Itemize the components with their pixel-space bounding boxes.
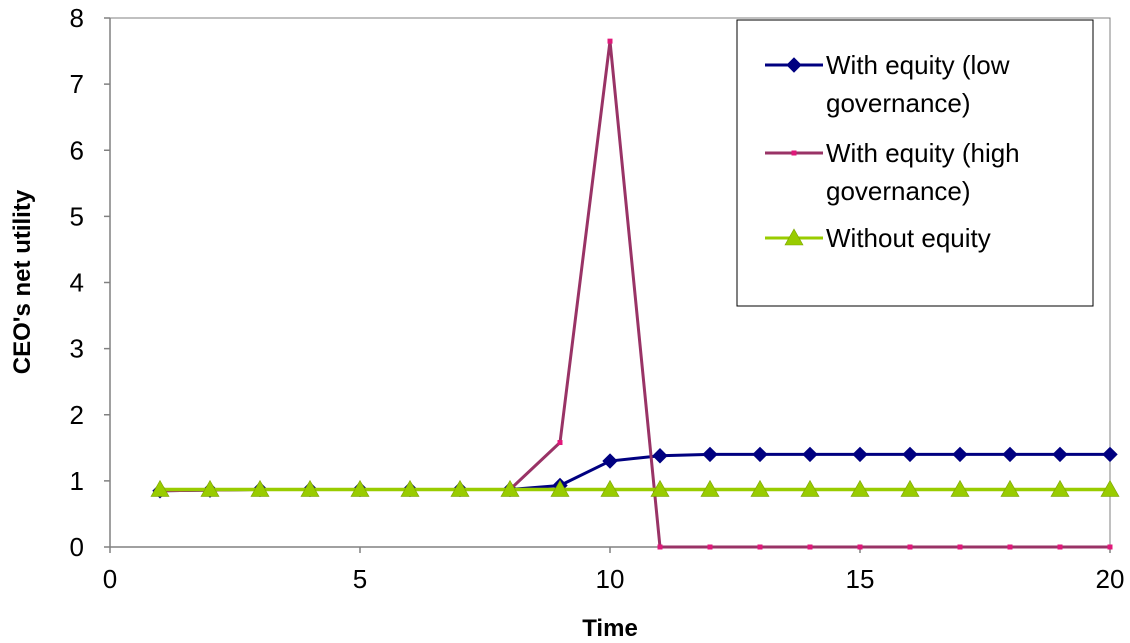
data-point (1050, 479, 1070, 497)
legend-label: governance) (826, 176, 971, 206)
x-tick-label: 0 (103, 564, 117, 594)
data-point (950, 479, 970, 497)
y-axis-title: CEO's net utility (9, 189, 36, 374)
data-point (200, 479, 220, 497)
data-point (850, 479, 870, 497)
data-point (557, 440, 563, 446)
data-point (700, 479, 720, 497)
x-tick-label: 20 (1096, 564, 1125, 594)
data-point (600, 479, 620, 497)
data-point (750, 479, 770, 497)
data-point (350, 479, 370, 497)
data-point (707, 544, 713, 550)
legend-label: governance) (826, 88, 971, 118)
data-point (650, 479, 670, 497)
y-tick-label: 3 (70, 334, 84, 364)
data-point (1002, 446, 1018, 463)
data-point (250, 479, 270, 497)
data-point (657, 544, 663, 550)
y-tick-label: 0 (70, 532, 84, 562)
data-point (757, 544, 763, 550)
tick-labels: 0 1 2 3 4 5 6 7 8 0 5 10 15 20 (70, 3, 1125, 594)
data-point (952, 446, 968, 463)
data-point (1007, 544, 1013, 550)
data-point (1052, 446, 1068, 463)
series-3 (150, 479, 1120, 497)
data-point (400, 479, 420, 497)
legend-swatch-marker (791, 150, 797, 156)
data-point (1100, 479, 1120, 497)
y-tick-label: 1 (70, 466, 84, 496)
y-tick-label: 2 (70, 400, 84, 430)
data-point (300, 479, 320, 497)
legend-label: Without equity (826, 223, 991, 253)
legend-swatch-marker (784, 228, 804, 246)
y-tick-label: 8 (70, 3, 84, 33)
series-layer (150, 38, 1120, 550)
data-point (1102, 446, 1118, 463)
data-point (652, 448, 668, 464)
data-point (857, 544, 863, 550)
legend-label: With equity (high (826, 138, 1020, 168)
x-tick-label: 10 (596, 564, 625, 594)
data-point (1107, 544, 1113, 550)
data-point (902, 446, 918, 463)
data-point (607, 38, 613, 44)
legend: With equity (low governance) With equity (… (736, 19, 1094, 307)
data-point (702, 446, 718, 463)
y-tick-label: 4 (70, 268, 84, 298)
data-point (752, 446, 768, 463)
data-point (1057, 544, 1063, 550)
data-point (150, 479, 170, 497)
legend-label: With equity (low (826, 50, 1010, 80)
x-axis-title: Time (582, 615, 638, 642)
data-point (602, 453, 618, 469)
x-tick-label: 5 (353, 564, 367, 594)
data-point (450, 479, 470, 497)
data-point (500, 479, 520, 497)
data-point (852, 446, 868, 463)
y-tick-label: 6 (70, 135, 84, 165)
data-point (900, 479, 920, 497)
data-point (807, 544, 813, 550)
y-tick-label: 7 (70, 69, 84, 99)
y-tick-label: 5 (70, 201, 84, 231)
data-point (550, 479, 570, 497)
data-point (1000, 479, 1020, 497)
x-tick-label: 15 (846, 564, 875, 594)
data-point (957, 544, 963, 550)
data-point (907, 544, 913, 550)
legend-swatch-marker (786, 57, 802, 73)
data-point (800, 479, 820, 497)
data-point (802, 446, 818, 463)
